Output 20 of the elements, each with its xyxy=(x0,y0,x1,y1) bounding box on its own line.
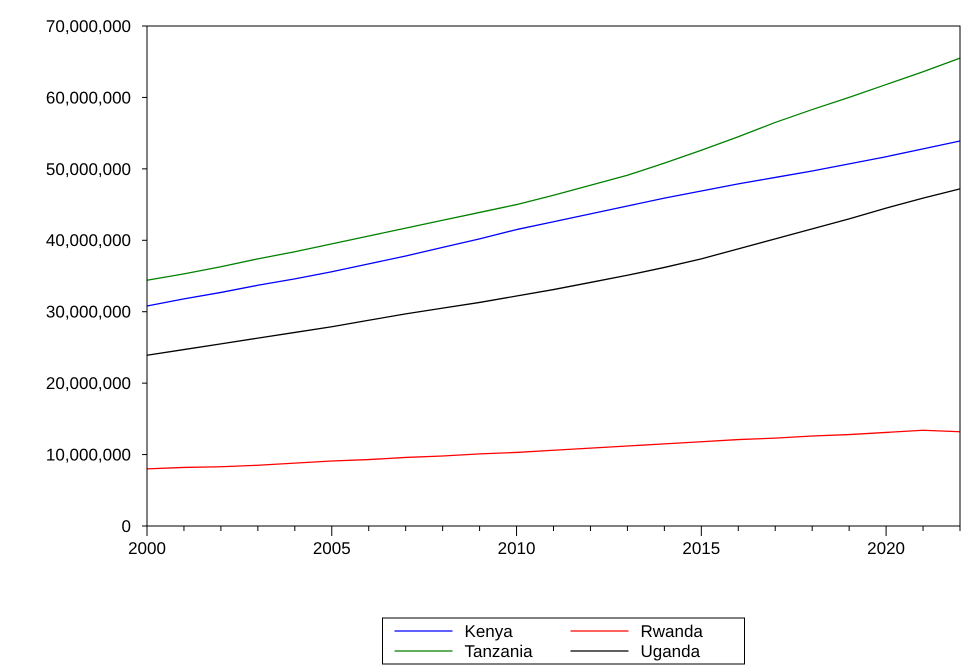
legend-label: Uganda xyxy=(640,642,701,661)
x-tick-label: 2000 xyxy=(128,539,166,558)
y-tick-label: 70,000,000 xyxy=(46,16,131,36)
y-tick-label: 40,000,000 xyxy=(46,231,131,250)
y-tick-label: 20,000,000 xyxy=(46,374,131,394)
legend-label: Kenya xyxy=(464,622,514,641)
line-series xyxy=(146,140,961,307)
y-tick-label: 0 xyxy=(122,516,131,536)
legend-label: Rwanda xyxy=(640,622,704,641)
x-tick-label: 2005 xyxy=(312,539,351,558)
y-tick-label: 60,000,000 xyxy=(46,88,131,108)
x-tick-label: 2015 xyxy=(682,539,720,558)
legend-label: Tanzania xyxy=(464,642,534,661)
y-tick-label: 50,000,000 xyxy=(46,160,131,179)
x-tick-label: 2020 xyxy=(867,539,906,558)
y-tick-label: 30,000,000 xyxy=(46,302,131,322)
line-series xyxy=(146,430,961,470)
line-series xyxy=(146,57,961,281)
y-tick-label: 10,000,000 xyxy=(46,446,131,465)
x-tick-label: 2010 xyxy=(498,539,536,558)
